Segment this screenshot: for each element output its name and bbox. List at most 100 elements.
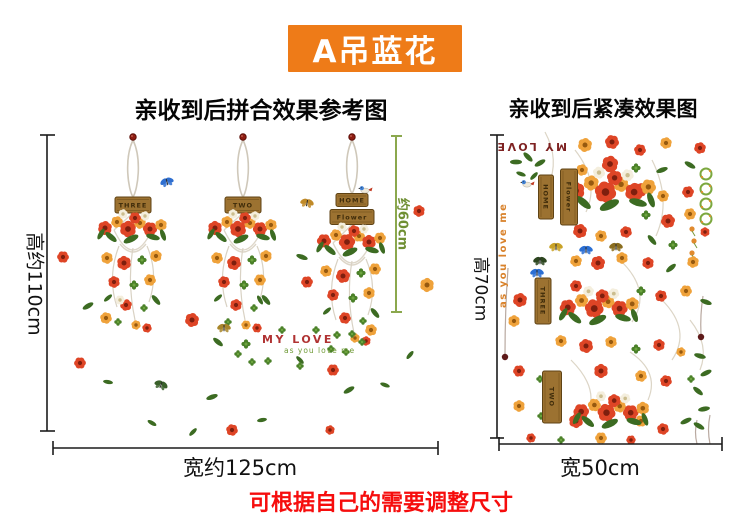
flower (616, 252, 628, 264)
vine-sprig (327, 345, 335, 353)
flower (252, 222, 268, 236)
leaf (558, 308, 568, 321)
wood-sign-label: THREE (539, 287, 547, 316)
wreath-icon (699, 182, 713, 196)
leaf (601, 418, 618, 429)
vine-sprig (631, 344, 641, 354)
leaf (123, 234, 139, 244)
wood-sign: THREE (114, 196, 152, 214)
vine-sprig (557, 436, 565, 444)
leaf (380, 382, 390, 388)
leaf (257, 417, 267, 423)
flower-bud (689, 226, 696, 237)
flower (605, 135, 620, 149)
flower (142, 323, 152, 333)
flower (115, 295, 125, 305)
flower (129, 212, 141, 224)
flower (339, 312, 351, 324)
flower (555, 335, 567, 347)
flower (74, 357, 86, 369)
flower (120, 220, 136, 238)
flower (595, 391, 607, 402)
flower (117, 255, 131, 271)
pin-icon (239, 133, 247, 141)
flower (660, 137, 672, 149)
butterfly-icon (609, 242, 623, 252)
leaf (581, 416, 595, 427)
flower (228, 209, 238, 219)
vine-stem (689, 319, 704, 371)
flower (661, 214, 676, 228)
flower (359, 224, 369, 234)
vine-sprig (296, 362, 304, 370)
flower (657, 423, 669, 435)
leaf (146, 233, 160, 241)
flower (513, 400, 525, 412)
vine-sprig (359, 317, 367, 325)
vine-sprig (631, 163, 641, 173)
left-panel-title: 亲收到后拼合效果参考图 (134, 98, 388, 124)
vine-sprig (342, 348, 350, 356)
leaf (656, 166, 668, 174)
leaf (215, 232, 227, 242)
leaf (698, 406, 710, 412)
leaf (700, 298, 712, 306)
flower (348, 225, 360, 237)
flower (573, 224, 587, 238)
leaf (82, 302, 94, 310)
partial-height-dimension-line (391, 135, 402, 313)
flower (325, 425, 335, 435)
leaf (105, 232, 117, 242)
wood-sign-label: HOME (339, 196, 365, 204)
leaf (316, 241, 324, 253)
flower (250, 211, 260, 221)
flower (595, 230, 607, 242)
flower (578, 138, 592, 152)
leaf (296, 253, 308, 261)
right-height-label: 高70cm (470, 256, 491, 322)
leaf (343, 386, 355, 394)
leaf (378, 242, 386, 254)
flower (218, 276, 230, 288)
leaf (629, 198, 647, 207)
flower (230, 299, 242, 311)
leaf (693, 386, 703, 396)
leaf (666, 263, 676, 273)
wood-sign-label: Flower (337, 213, 368, 221)
side-love-text: as you love me (498, 203, 509, 308)
leaf (572, 412, 581, 425)
flower (413, 205, 425, 217)
flower (338, 234, 356, 250)
flower (642, 257, 654, 269)
leaf (207, 228, 215, 240)
wood-sign-label: THREE (119, 201, 148, 209)
vine-sprig (348, 293, 358, 303)
vine-sprig (129, 280, 139, 290)
leaf (365, 246, 379, 254)
flower (101, 252, 113, 264)
flower (605, 336, 617, 348)
flower (230, 220, 246, 238)
flower (684, 208, 696, 220)
leaf (296, 356, 304, 364)
flower (227, 256, 241, 270)
flower (595, 289, 609, 303)
leaf (626, 417, 642, 426)
wreath-icon (699, 212, 713, 226)
wood-sign: Flower (560, 168, 578, 226)
leaf (147, 419, 157, 427)
love-text-flipped: MY LOVE (495, 140, 567, 153)
leaf (530, 172, 538, 180)
leaf (324, 245, 336, 255)
vine-stem (661, 299, 681, 361)
right-width-label: 宽50cm (560, 456, 640, 480)
wood-sign: HOME (538, 174, 554, 220)
flower (634, 144, 646, 156)
wreath-icon (699, 197, 713, 211)
flower (365, 324, 377, 336)
left-height-dimension-line (40, 134, 55, 432)
hanging-string (504, 267, 509, 355)
vine-sprig (348, 330, 356, 338)
flower (584, 299, 604, 318)
